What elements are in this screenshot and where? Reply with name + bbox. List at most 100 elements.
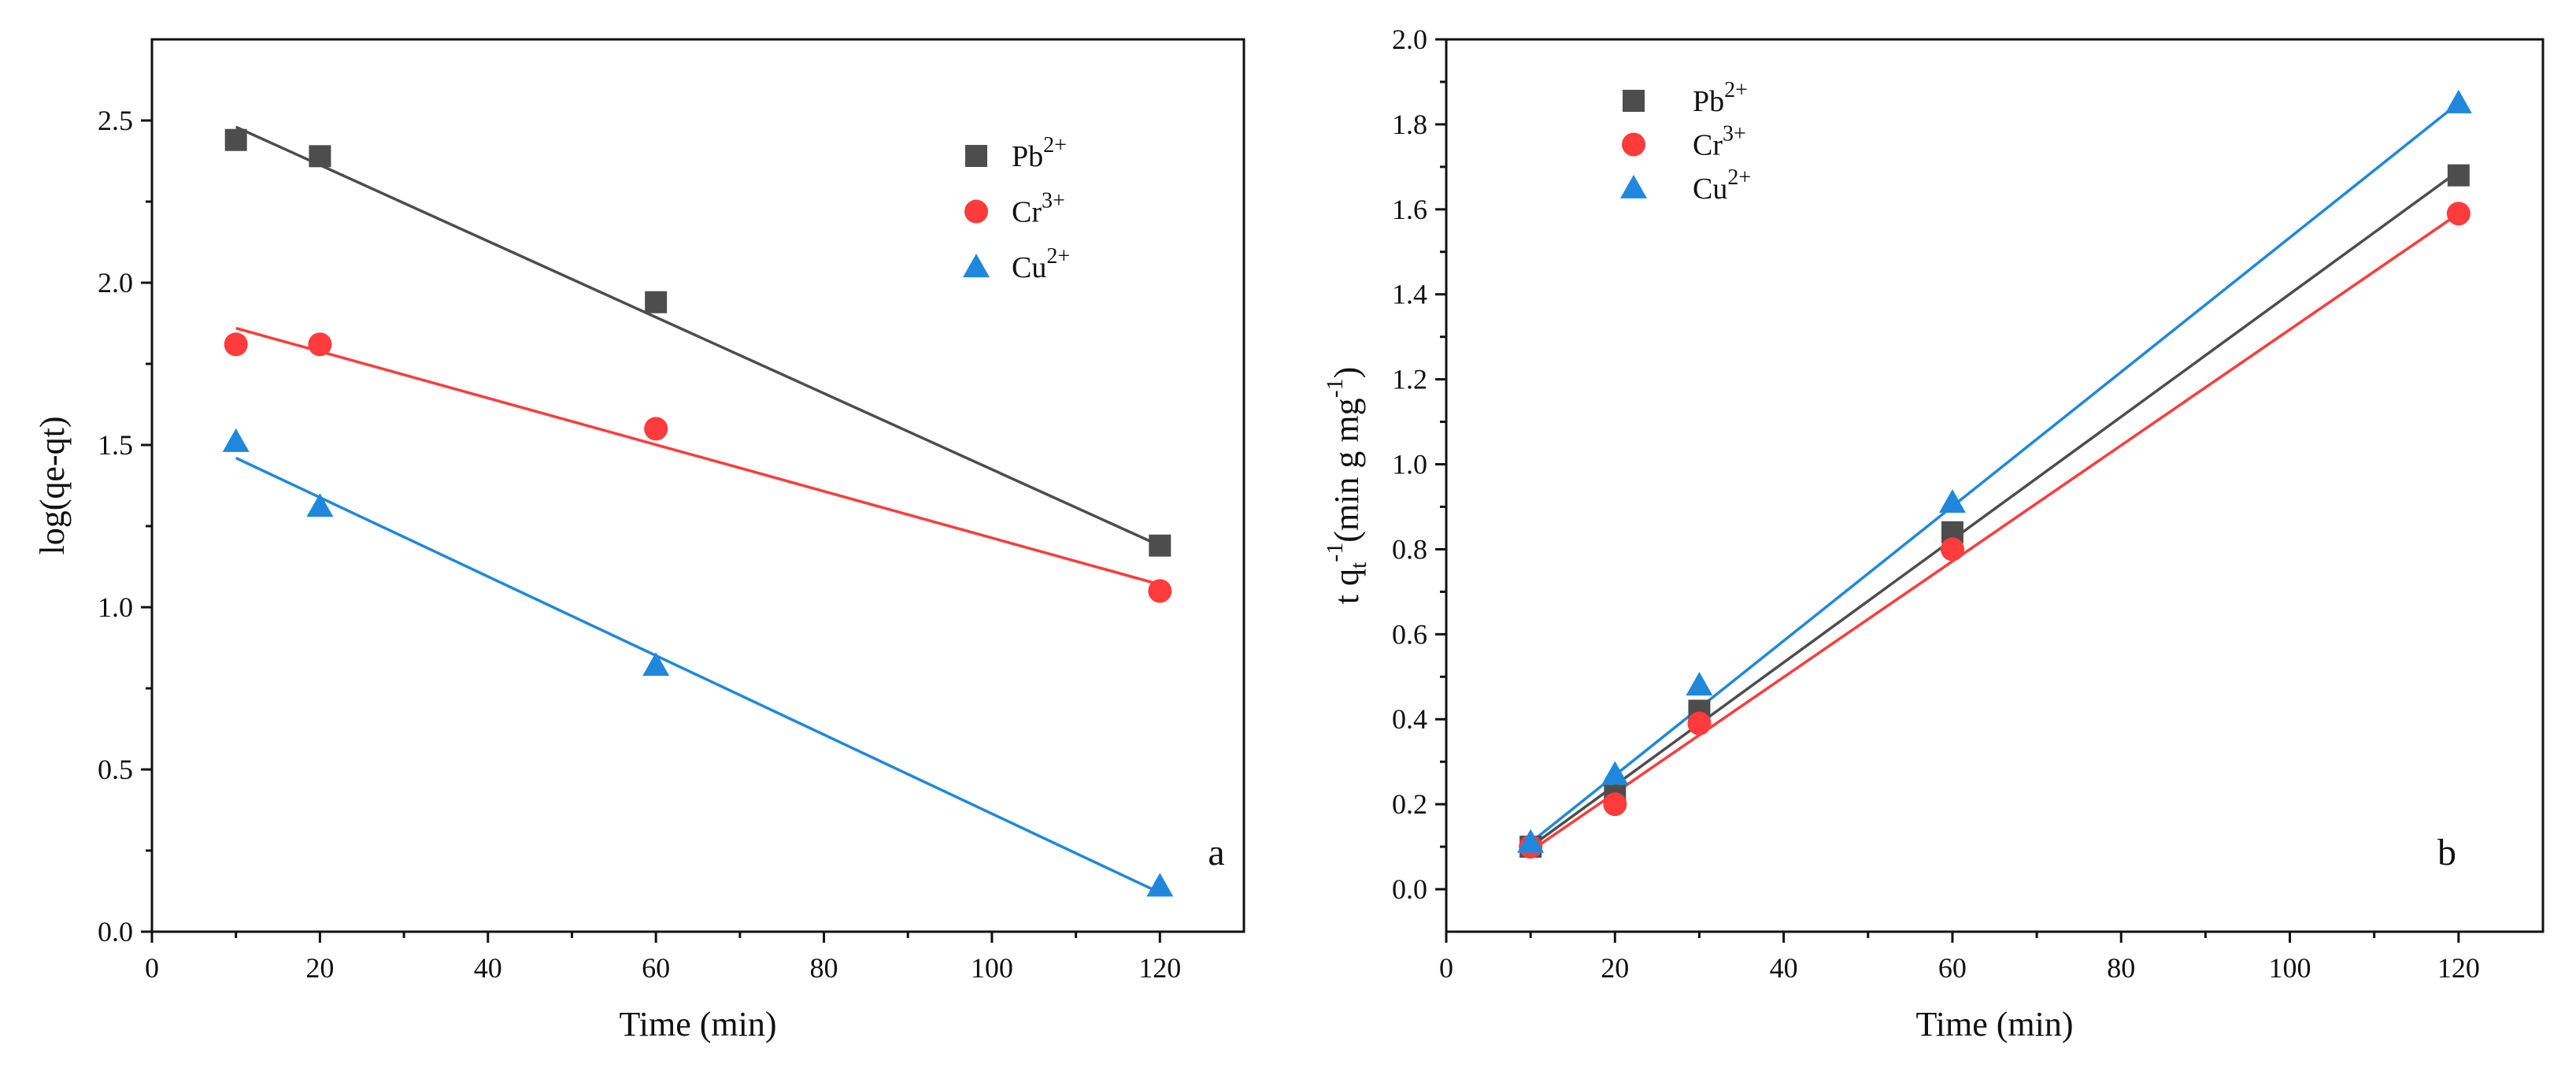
legend-label-cr: Cr3+ [1693, 121, 1746, 161]
data-point-cu [1601, 761, 1629, 785]
x-tick-label: 60 [642, 952, 670, 984]
legend-ion-name: Cu [1693, 172, 1727, 206]
chart-panel-a: 0 20 40 60 80 100 120 0.0 0.5 1.0 1.5 2.0 2.5 Time (m… [33, 38, 1245, 1044]
legend-ion-name: Pb [1693, 85, 1724, 118]
legend-ion-name: Cu [1012, 251, 1046, 284]
panel-letter: b [2437, 832, 2456, 873]
data-point-cu [2445, 89, 2472, 113]
data-point-cu [1517, 829, 1545, 853]
plot-frame [150, 38, 1245, 933]
data-point-cu [306, 493, 334, 517]
x-tick-label: 120 [2437, 952, 2480, 984]
y-tick-label: 1.0 [1392, 449, 1427, 480]
plot-frame [1445, 38, 2545, 933]
y-tick-label: 0.2 [1392, 788, 1427, 820]
y-axis-title: t qt-1(min g mg-1) [1322, 367, 1371, 605]
y-tick-label: 1.2 [1392, 364, 1427, 395]
x-tick-label: 20 [305, 952, 334, 984]
data-point-cr [224, 332, 248, 357]
legend-ion-charge: 2+ [1727, 165, 1751, 190]
x-tick-label: 80 [810, 952, 838, 984]
data-point-pb [224, 128, 247, 151]
x-tick-label: 40 [1770, 952, 1798, 984]
legend-ion-charge: 3+ [1042, 189, 1065, 213]
y-axis-title-part: (min g mg [1327, 398, 1366, 542]
data-point-pb [309, 145, 331, 168]
x-tick-label: 40 [474, 952, 502, 984]
data-point-cr [1148, 579, 1172, 603]
data-point-cr [644, 417, 668, 441]
y-tick-label: 0.0 [1392, 873, 1427, 905]
legend-ion-charge: 2+ [1043, 133, 1067, 158]
legend-label-pb: Pb2+ [1693, 78, 1748, 118]
legend-ion-charge: 2+ [1724, 78, 1748, 102]
y-tick-label: 2.0 [98, 267, 133, 298]
y-tick-label: 0.6 [1392, 618, 1427, 650]
x-tick-label: 100 [2269, 952, 2311, 984]
x-tick-label: 60 [1938, 952, 1967, 984]
legend-label-cr: Cr3+ [1012, 189, 1065, 229]
legend-ion-name: Cr [1693, 128, 1723, 161]
x-tick-label: 0 [145, 952, 159, 984]
fit-line-cu [235, 456, 1161, 895]
legend-label-pb: Pb2+ [1012, 133, 1067, 173]
legend-marker-cu [1620, 174, 1647, 198]
x-tick-label: 0 [1439, 952, 1453, 984]
x-axis-title: Time (min) [1915, 1005, 2073, 1044]
data-point-cu [642, 652, 670, 677]
data-point-cu [1938, 489, 1966, 513]
legend-marker-pb [1623, 90, 1645, 112]
data-point-cu [222, 428, 250, 452]
data-point-cu [1686, 672, 1713, 696]
data-point-cr [2446, 202, 2471, 226]
data-point-pb [2447, 164, 2470, 187]
y-tick-label: 1.8 [1392, 109, 1427, 140]
data-point-cu [1146, 873, 1174, 897]
y-tick-label: 1.0 [98, 591, 133, 623]
x-tick-label: 120 [1138, 952, 1181, 984]
legend-ion-charge: 2+ [1046, 244, 1070, 269]
panel-letter: a [1208, 832, 1224, 873]
y-tick-label: 0.4 [1392, 703, 1427, 735]
data-point-cr [1940, 537, 1964, 562]
y-axis-title-part: t q [1327, 569, 1366, 604]
legend-ion-charge: 3+ [1723, 121, 1746, 146]
x-tick-label: 80 [2107, 952, 2135, 984]
y-axis-title-part: -1 [1322, 378, 1348, 398]
y-tick-label: 2.5 [98, 105, 133, 136]
data-point-cr [308, 332, 332, 357]
data-point-pb [645, 291, 668, 313]
x-tick-label: 100 [971, 952, 1013, 984]
legend-label-cu: Cu2+ [1693, 165, 1751, 206]
data-point-cr [1603, 792, 1627, 817]
legend-marker-cr [1622, 132, 1645, 157]
y-tick-label: 1.6 [1392, 194, 1427, 225]
y-axis-title: log(qe-qt) [33, 417, 72, 555]
y-tick-label: 0.8 [1392, 533, 1427, 565]
legend-ion-name: Cr [1012, 196, 1042, 229]
y-tick-label: 0.0 [98, 916, 133, 947]
fit-line-cr [235, 326, 1160, 586]
fit-line-cr [1530, 212, 2459, 852]
data-point-pb [1149, 534, 1171, 557]
y-tick-label: 0.5 [98, 754, 133, 785]
x-tick-label: 20 [1601, 952, 1629, 984]
legend-ion-name: Pb [1012, 140, 1043, 173]
fit-line-pb [1530, 169, 2459, 848]
x-axis-title: Time (min) [619, 1005, 776, 1044]
legend-marker-cu [963, 254, 990, 278]
legend-marker-cr [964, 199, 988, 224]
y-tick-label: 1.4 [1392, 279, 1427, 310]
chart-panel-b: 0 20 40 60 80 100 120 0.0 0.2 0.4 0.6 0.8 1.0 1.2 1.4 1… [1322, 24, 2545, 1044]
y-axis-title-part: ) [1327, 367, 1366, 379]
fit-line-cu [1530, 102, 2459, 844]
data-point-cr [1687, 711, 1712, 736]
fit-line-pb [235, 125, 1161, 547]
y-axis-title-part: t [1345, 562, 1371, 569]
y-axis-title-part: -1 [1322, 543, 1348, 562]
y-tick-label: 1.5 [98, 429, 133, 461]
legend-marker-pb [965, 145, 987, 167]
legend-label-cu: Cu2+ [1012, 244, 1070, 284]
y-tick-label: 2.0 [1392, 24, 1427, 55]
